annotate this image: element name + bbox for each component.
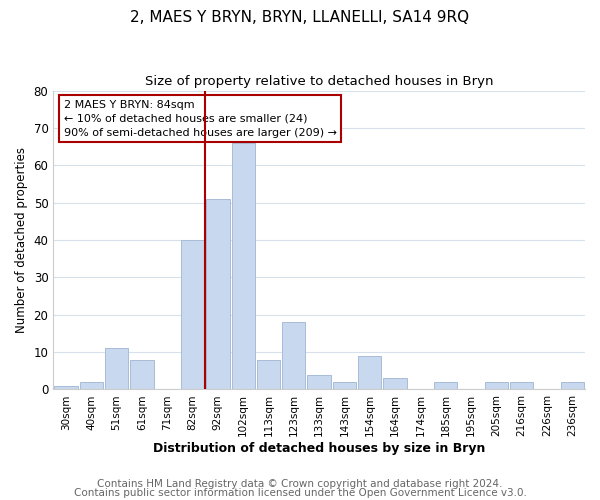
Text: Contains public sector information licensed under the Open Government Licence v3: Contains public sector information licen… — [74, 488, 526, 498]
Bar — [282, 322, 305, 390]
Bar — [383, 378, 407, 390]
Bar — [80, 382, 103, 390]
Bar — [55, 386, 77, 390]
Bar — [232, 143, 255, 390]
Text: 2, MAES Y BRYN, BRYN, LLANELLI, SA14 9RQ: 2, MAES Y BRYN, BRYN, LLANELLI, SA14 9RQ — [130, 10, 470, 25]
Bar — [358, 356, 382, 390]
Bar — [257, 360, 280, 390]
Text: Contains HM Land Registry data © Crown copyright and database right 2024.: Contains HM Land Registry data © Crown c… — [97, 479, 503, 489]
Bar — [206, 199, 230, 390]
Bar — [130, 360, 154, 390]
Bar — [434, 382, 457, 390]
Bar — [105, 348, 128, 390]
X-axis label: Distribution of detached houses by size in Bryn: Distribution of detached houses by size … — [153, 442, 485, 455]
Bar — [510, 382, 533, 390]
Bar — [485, 382, 508, 390]
Y-axis label: Number of detached properties: Number of detached properties — [15, 147, 28, 333]
Text: 2 MAES Y BRYN: 84sqm
← 10% of detached houses are smaller (24)
90% of semi-detac: 2 MAES Y BRYN: 84sqm ← 10% of detached h… — [64, 100, 337, 138]
Bar — [181, 240, 204, 390]
Bar — [333, 382, 356, 390]
Bar — [307, 374, 331, 390]
Title: Size of property relative to detached houses in Bryn: Size of property relative to detached ho… — [145, 75, 493, 88]
Bar — [560, 382, 584, 390]
